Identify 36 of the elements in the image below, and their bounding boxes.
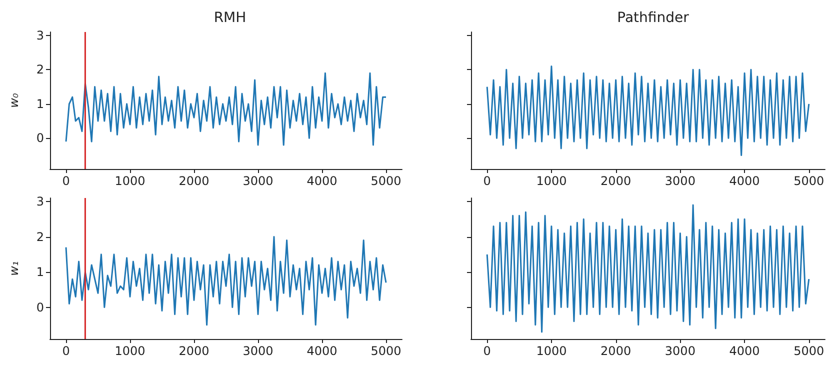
chart-title: Pathfinder [617,10,690,26]
x-tick-label: 4000 [306,174,338,188]
chart-title: RMH [214,10,246,26]
x-tick-label: 3000 [664,174,696,188]
y-tick-label: 2 [36,230,44,244]
x-tick-label: 5000 [370,174,402,188]
x-tick-label: 3000 [242,174,274,188]
x-tick-label: 1000 [536,174,567,188]
x-tick-label: 4000 [729,174,760,188]
x-tick-label: 1000 [536,344,567,358]
y-tick-label: 3 [36,28,44,42]
y-axis-title: w₁ [7,261,21,276]
x-tick-label: 3000 [664,344,696,358]
x-tick-label: 5000 [794,174,824,188]
x-tick-label: 2000 [178,174,210,188]
y-tick-label: 0 [36,300,44,314]
y-tick-label: 1 [36,265,44,280]
x-tick-label: 3000 [242,344,274,358]
x-tick-label: 5000 [794,344,824,358]
x-tick-label: 1000 [114,344,146,358]
x-tick-label: 0 [483,344,491,358]
x-tick-label: 5000 [370,344,402,358]
y-tick-label: 1 [36,96,44,111]
y-tick-label: 3 [36,194,44,209]
x-tick-label: 0 [62,174,70,188]
x-tick-label: 2000 [600,344,632,358]
x-tick-label: 0 [483,174,491,188]
x-tick-label: 1000 [114,174,146,188]
y-axis-title: w₀ [7,93,21,108]
x-tick-label: 2000 [600,174,632,188]
y-tick-label: 2 [36,62,44,77]
x-tick-label: 4000 [306,344,338,358]
x-tick-label: 2000 [178,344,210,358]
x-tick-label: 0 [62,344,70,358]
y-tick-label: 0 [36,131,44,146]
x-tick-label: 4000 [729,344,760,358]
